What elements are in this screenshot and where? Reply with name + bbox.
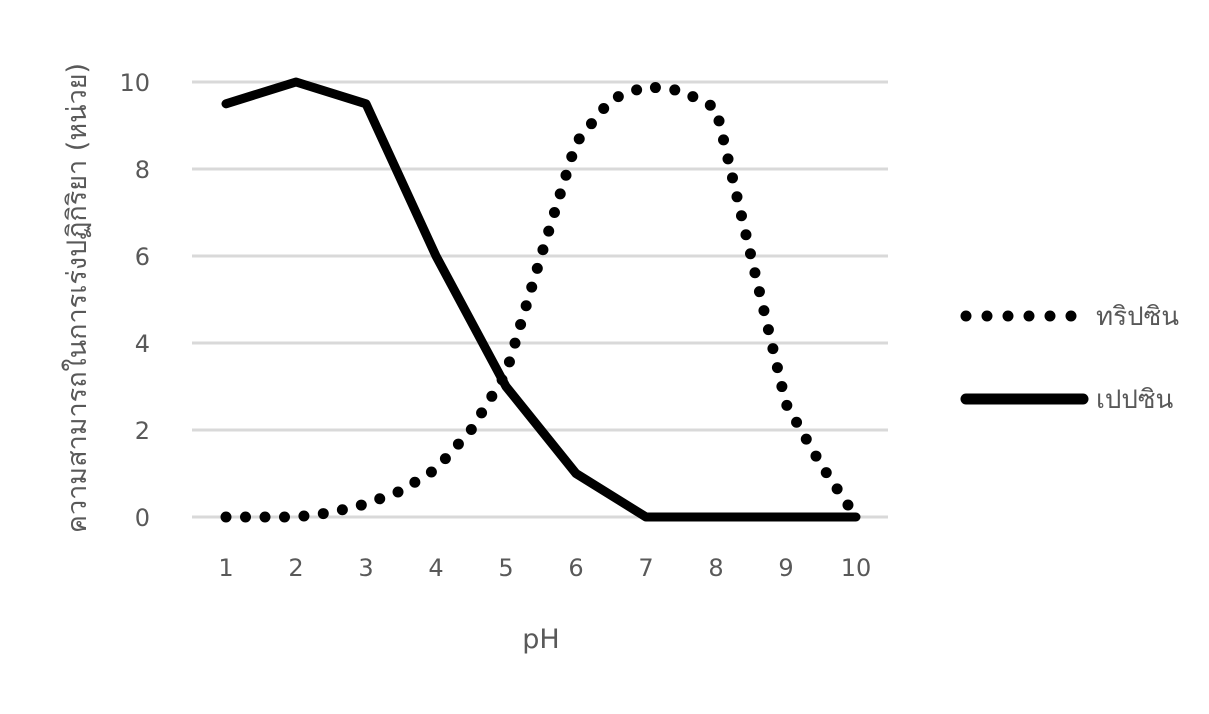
x-tick-label: 7 xyxy=(638,554,653,582)
x-tick-label: 5 xyxy=(498,554,513,582)
x-tick-label: 9 xyxy=(778,554,793,582)
x-tick-label: 4 xyxy=(428,554,443,582)
legend-label: ทริปซิน xyxy=(1096,302,1179,332)
legend-label: เปปซิน xyxy=(1096,385,1174,415)
x-tick-label: 8 xyxy=(708,554,723,582)
x-axis-label: pH xyxy=(522,624,559,655)
x-tick-label: 1 xyxy=(218,554,233,582)
y-tick-label: 10 xyxy=(119,69,150,97)
y-axis-ticks: 0 2 4 6 8 10 xyxy=(119,69,150,532)
series-line-pepsin xyxy=(221,77,861,522)
y-tick-label: 8 xyxy=(135,156,150,184)
gridlines xyxy=(192,80,888,519)
y-tick-label: 6 xyxy=(135,243,150,271)
x-tick-label: 2 xyxy=(288,554,303,582)
x-tick-label: 3 xyxy=(358,554,373,582)
x-tick-label: 10 xyxy=(841,554,872,582)
x-axis-ticks: 1 2 3 4 5 6 7 8 9 10 xyxy=(218,554,871,582)
y-axis-label: ความสามารถในการเร่งปฏิกิริยา (หน่วย) xyxy=(61,63,93,533)
series-line-trypsin xyxy=(220,80,862,523)
y-tick-label: 0 xyxy=(135,504,150,532)
x-tick-label: 6 xyxy=(568,554,583,582)
y-tick-label: 2 xyxy=(135,417,150,445)
series-lines xyxy=(220,77,862,523)
y-tick-label: 4 xyxy=(135,330,150,358)
